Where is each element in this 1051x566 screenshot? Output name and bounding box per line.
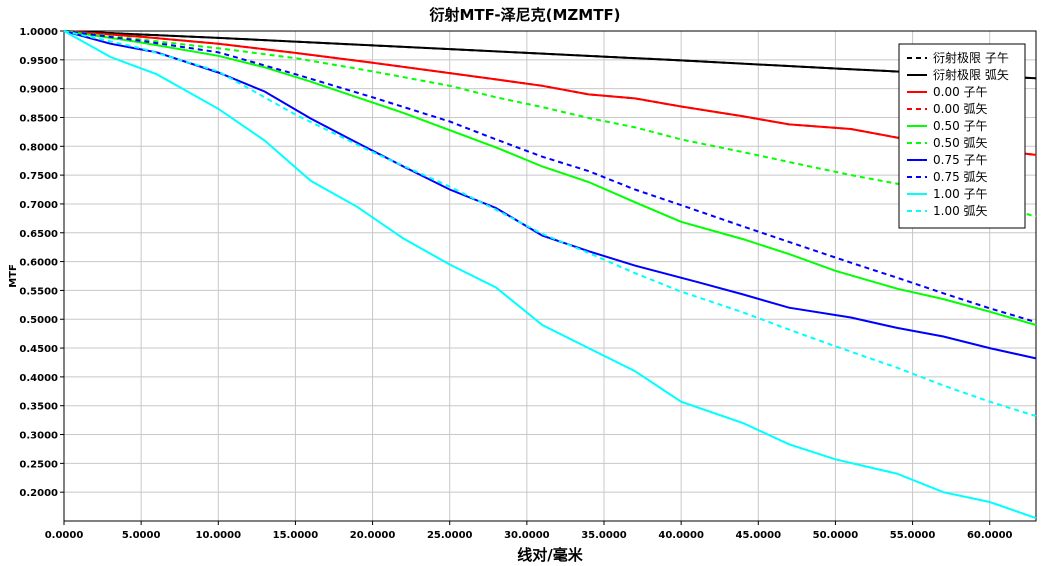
y-tick-label: 0.8000	[19, 142, 58, 153]
y-tick-label: 0.2000	[19, 488, 58, 499]
legend-label: 1.00 弧矢	[933, 204, 988, 218]
series-line	[63, 30, 1037, 156]
y-tick-label: 0.2500	[19, 459, 58, 470]
x-tick-label: 0.0000	[45, 530, 84, 541]
x-tick-label: 60.0000	[967, 530, 1013, 541]
legend-label: 0.00 弧矢	[933, 102, 988, 116]
chart-title: 衍射MTF-泽尼克(MZMTF)	[428, 6, 620, 24]
x-axis-label: 线对/毫米	[517, 546, 583, 564]
x-tick-label: 10.0000	[196, 530, 242, 541]
series-line	[63, 30, 1037, 326]
legend-label: 0.00 子午	[933, 85, 988, 99]
y-axis-label: MTF	[8, 264, 19, 288]
y-tick-label: 0.3000	[19, 431, 58, 442]
y-tick-label: 0.8500	[19, 113, 58, 124]
y-tick-label: 0.6500	[19, 229, 58, 240]
y-tick-label: 0.5000	[19, 315, 58, 326]
y-tick-label: 0.5500	[19, 286, 58, 297]
y-tick-label: 0.4500	[19, 344, 58, 355]
series-lines	[63, 30, 1037, 520]
series-line	[63, 30, 1037, 418]
legend-label: 0.75 弧矢	[933, 170, 988, 184]
y-tick-label: 0.7500	[19, 171, 58, 182]
y-tick-label: 0.4000	[19, 373, 58, 384]
y-axis: 1.0000 0.9500 0.9000 0.8500 0.8000 0.7500 0.70…	[19, 27, 64, 499]
legend-label: 0.50 弧矢	[933, 136, 988, 150]
series-line	[63, 30, 1037, 80]
legend-label: 0.75 子午	[933, 153, 988, 167]
y-tick-label: 0.9000	[19, 85, 58, 96]
x-tick-label: 50.0000	[813, 530, 859, 541]
legend-label: 衍射极限 弧矢	[933, 67, 1009, 82]
legend-label: 衍射极限 子午	[933, 50, 1009, 65]
x-tick-label: 20.0000	[350, 530, 396, 541]
plot-area-border	[63, 30, 1037, 522]
legend-label: 1.00 子午	[933, 187, 988, 201]
x-tick-label: 45.0000	[736, 530, 782, 541]
x-tick-label: 35.0000	[581, 530, 627, 541]
y-tick-label: 0.6000	[19, 258, 58, 269]
x-tick-label: 30.0000	[504, 530, 550, 541]
series-line	[63, 30, 1037, 324]
series-line	[63, 30, 1037, 520]
series-line	[63, 30, 1037, 360]
x-tick-label: 25.0000	[427, 530, 473, 541]
y-tick-label: 0.9500	[19, 56, 58, 67]
y-tick-label: 0.3500	[19, 402, 58, 413]
x-tick-label: 40.0000	[658, 530, 704, 541]
x-tick-label: 5.0000	[122, 530, 161, 541]
x-axis: 0.0000 5.0000 10.0000 15.0000 20.0000 25.0000…	[45, 521, 1013, 541]
x-tick-label: 55.0000	[890, 530, 936, 541]
y-tick-label: 1.0000	[19, 27, 58, 38]
legend-label: 0.50 子午	[933, 119, 988, 133]
y-tick-label: 0.7000	[19, 200, 58, 211]
series-line	[63, 30, 1037, 218]
x-tick-label: 15.0000	[273, 530, 319, 541]
